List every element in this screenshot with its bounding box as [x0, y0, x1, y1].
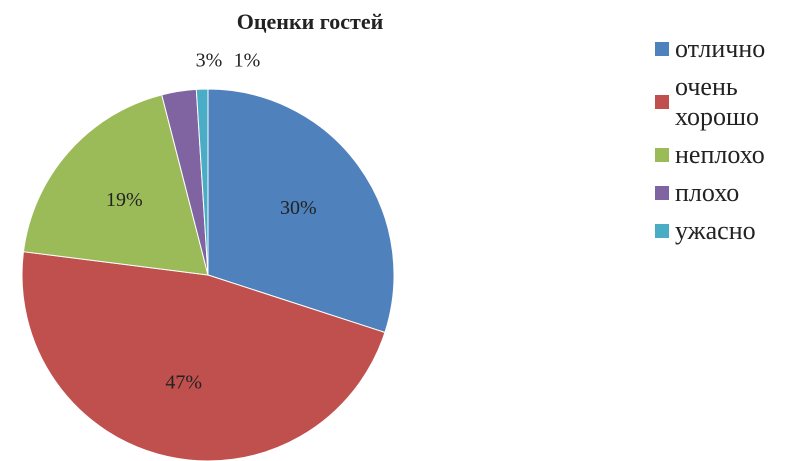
legend-swatch — [655, 42, 669, 56]
chart-title: Оценки гостей — [237, 9, 384, 34]
data-label: 19% — [106, 189, 143, 211]
legend-swatch — [655, 148, 669, 162]
legend-label: неплохо — [675, 140, 765, 169]
pie-slice — [195, 88, 209, 276]
pie-slice — [21, 251, 386, 461]
data-label: 30% — [280, 197, 317, 219]
legend-item: очень хорошо — [655, 72, 805, 132]
data-label: 3% — [196, 50, 223, 72]
legend: отлично очень хорошо неплохо плохо ужасно — [655, 34, 805, 254]
data-label: 1% — [234, 50, 261, 72]
legend-swatch — [655, 186, 669, 200]
legend-label: ужасно — [675, 216, 756, 245]
legend-swatch — [655, 224, 669, 238]
legend-item: ужасно — [655, 216, 805, 246]
pie-slice — [22, 94, 209, 276]
legend-swatch — [655, 95, 669, 109]
legend-item: неплохо — [655, 140, 805, 170]
legend-label: плохо — [675, 178, 740, 207]
pie-slice — [207, 88, 395, 334]
legend-label: отлично — [675, 34, 766, 63]
legend-item: отлично — [655, 34, 805, 64]
data-label: 47% — [165, 372, 202, 394]
legend-item: плохо — [655, 178, 805, 208]
legend-label: очень хорошо — [675, 72, 760, 131]
